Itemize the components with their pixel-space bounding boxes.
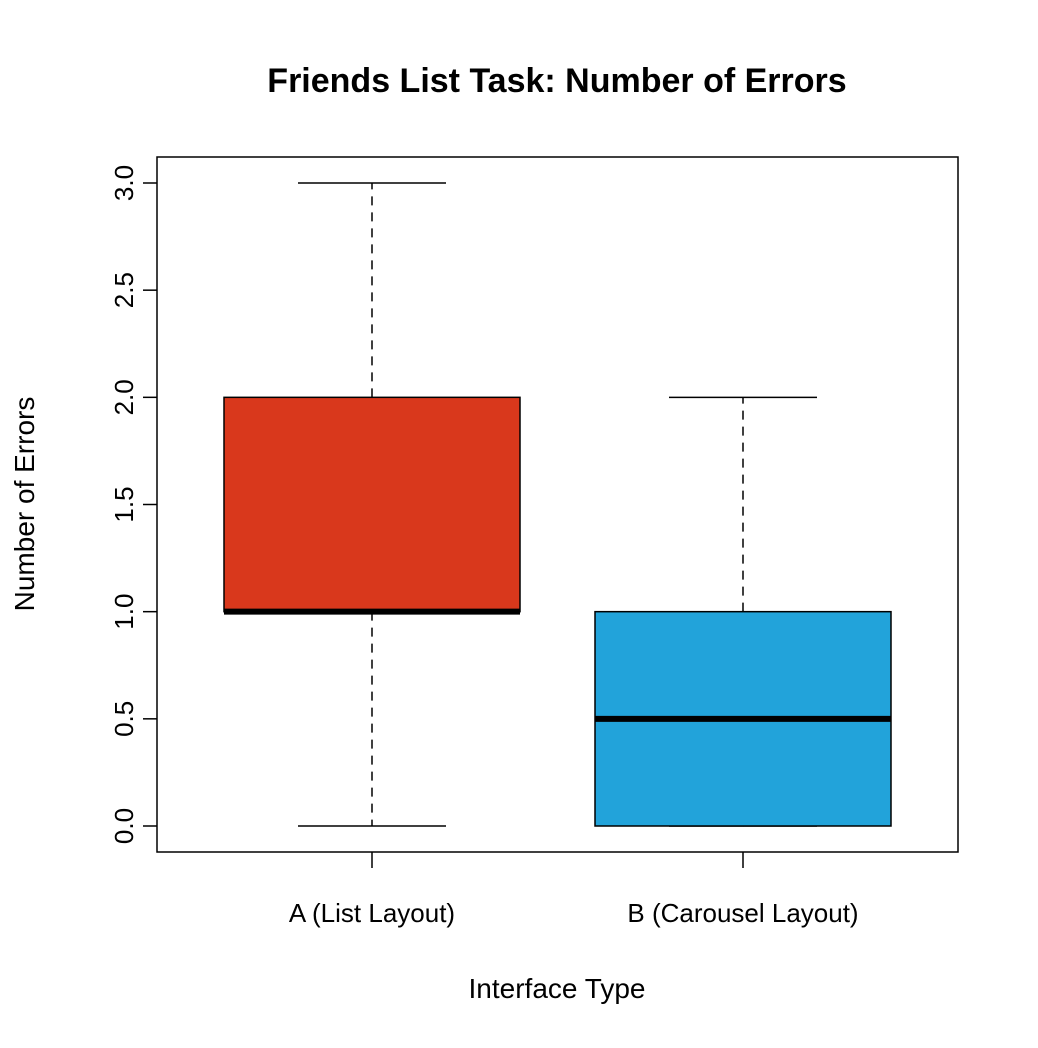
x-axis: A (List Layout) B (Carousel Layout) [289,852,859,928]
y-tick-label: 0.5 [109,701,139,737]
chart-title: Friends List Task: Number of Errors [267,62,846,100]
x-tick-label: B (Carousel Layout) [627,898,858,928]
y-tick-label: 1.0 [109,594,139,630]
y-axis-label: Number of Errors [9,397,40,612]
x-axis-label: Interface Type [469,973,646,1004]
y-tick-label: 1.5 [109,486,139,522]
y-axis: 0.0 0.5 1.0 1.5 2.0 2.5 3.0 [109,165,157,844]
x-tick-label: A (List Layout) [289,898,455,928]
y-tick-label: 2.0 [109,379,139,415]
boxes [223,182,892,827]
y-tick-label: 0.0 [109,808,139,844]
y-tick-label: 3.0 [109,165,139,201]
iqr-box [223,396,521,613]
y-tick-label: 2.5 [109,272,139,308]
